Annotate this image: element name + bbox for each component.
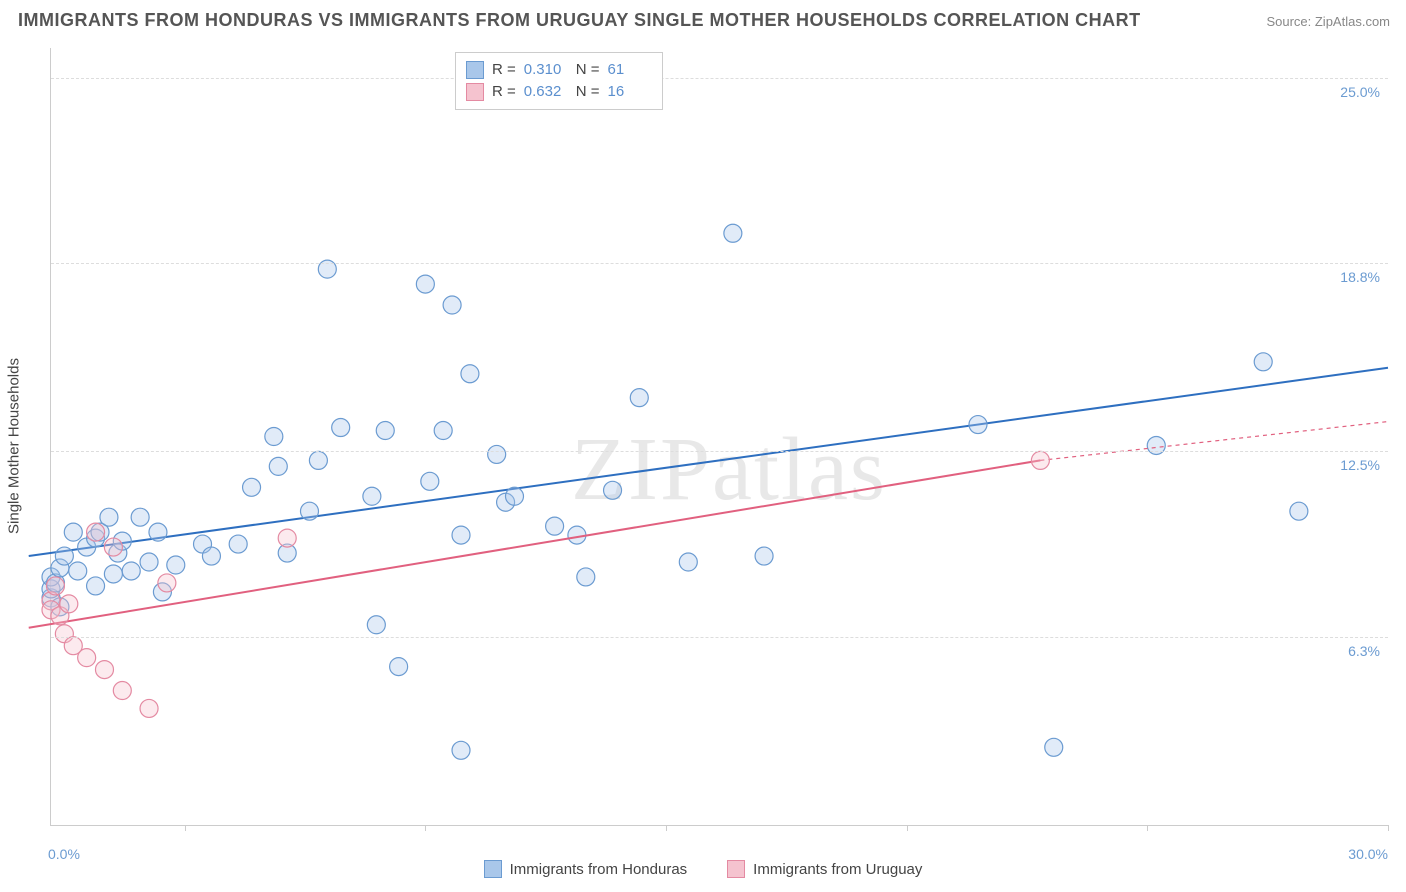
data-point <box>87 523 105 541</box>
y-tick-label: 18.8% <box>1340 269 1380 285</box>
data-point <box>46 577 64 595</box>
gridline <box>51 637 1388 638</box>
y-tick-label: 6.3% <box>1348 643 1380 659</box>
legend-r-label: R = <box>492 81 516 103</box>
data-point <box>1031 451 1049 469</box>
legend-stat-row: R = 0.310 N = 61 <box>466 59 652 81</box>
data-point <box>367 616 385 634</box>
legend-series-label: Immigrants from Uruguay <box>753 861 922 878</box>
data-point <box>60 595 78 613</box>
x-tick <box>185 825 186 831</box>
legend-r-label: R = <box>492 59 516 81</box>
x-tick <box>666 825 667 831</box>
legend-series: Immigrants from Honduras Immigrants from … <box>0 860 1406 878</box>
data-point <box>630 389 648 407</box>
data-point <box>434 422 452 440</box>
data-point <box>969 416 987 434</box>
legend-swatch <box>484 860 502 878</box>
x-tick <box>1388 825 1389 831</box>
legend-n-label: N = <box>576 59 600 81</box>
data-point <box>104 538 122 556</box>
data-point <box>309 451 327 469</box>
legend-r-value: 0.310 <box>524 59 568 81</box>
data-point <box>443 296 461 314</box>
legend-n-label: N = <box>576 81 600 103</box>
data-point <box>505 487 523 505</box>
data-point <box>104 565 122 583</box>
gridline <box>51 263 1388 264</box>
data-point <box>363 487 381 505</box>
source-attribution: Source: ZipAtlas.com <box>1266 14 1390 29</box>
data-point <box>55 547 73 565</box>
legend-stats: R = 0.310 N = 61 R = 0.632 N = 16 <box>455 52 663 110</box>
data-point <box>300 502 318 520</box>
data-point <box>461 365 479 383</box>
scatter-svg <box>51 48 1388 825</box>
y-axis-title: Single Mother Households <box>6 358 23 534</box>
data-point <box>488 445 506 463</box>
data-point <box>243 478 261 496</box>
data-point <box>390 658 408 676</box>
data-point <box>131 508 149 526</box>
data-point <box>78 649 96 667</box>
legend-n-value: 16 <box>608 81 652 103</box>
data-point <box>1045 738 1063 756</box>
data-point <box>64 523 82 541</box>
data-point <box>332 419 350 437</box>
data-point <box>452 526 470 544</box>
data-point <box>1290 502 1308 520</box>
data-point <box>149 523 167 541</box>
data-point <box>167 556 185 574</box>
data-point <box>755 547 773 565</box>
data-point <box>158 574 176 592</box>
legend-n-value: 61 <box>608 59 652 81</box>
data-point <box>1254 353 1272 371</box>
data-point <box>376 422 394 440</box>
gridline <box>51 451 1388 452</box>
legend-stat-row: R = 0.632 N = 16 <box>466 81 652 103</box>
trend-line-dashed <box>1040 422 1388 461</box>
data-point <box>604 481 622 499</box>
data-point <box>140 553 158 571</box>
y-tick-label: 12.5% <box>1340 457 1380 473</box>
data-point <box>416 275 434 293</box>
legend-series-label: Immigrants from Honduras <box>510 861 688 878</box>
x-tick <box>425 825 426 831</box>
gridline <box>51 78 1388 79</box>
data-point <box>95 661 113 679</box>
legend-swatch <box>466 61 484 79</box>
data-point <box>269 457 287 475</box>
x-tick <box>907 825 908 831</box>
data-point <box>87 577 105 595</box>
legend-r-value: 0.632 <box>524 81 568 103</box>
data-point <box>679 553 697 571</box>
chart-title: IMMIGRANTS FROM HONDURAS VS IMMIGRANTS F… <box>18 10 1141 31</box>
legend-swatch <box>466 83 484 101</box>
legend-swatch <box>727 860 745 878</box>
data-point <box>265 428 283 446</box>
legend-series-item: Immigrants from Uruguay <box>727 860 922 878</box>
data-point <box>452 741 470 759</box>
data-point <box>278 529 296 547</box>
data-point <box>122 562 140 580</box>
legend-series-item: Immigrants from Honduras <box>484 860 688 878</box>
data-point <box>546 517 564 535</box>
y-tick-label: 25.0% <box>1340 84 1380 100</box>
trend-line <box>29 368 1388 556</box>
data-point <box>140 699 158 717</box>
plot-area: ZIPatlas 6.3%12.5%18.8%25.0% <box>50 48 1388 826</box>
data-point <box>724 224 742 242</box>
data-point <box>421 472 439 490</box>
data-point <box>577 568 595 586</box>
data-point <box>229 535 247 553</box>
data-point <box>100 508 118 526</box>
data-point <box>69 562 87 580</box>
x-tick <box>1147 825 1148 831</box>
x-max-label: 30.0% <box>1348 846 1388 862</box>
data-point <box>202 547 220 565</box>
x-min-label: 0.0% <box>48 846 80 862</box>
data-point <box>113 682 131 700</box>
